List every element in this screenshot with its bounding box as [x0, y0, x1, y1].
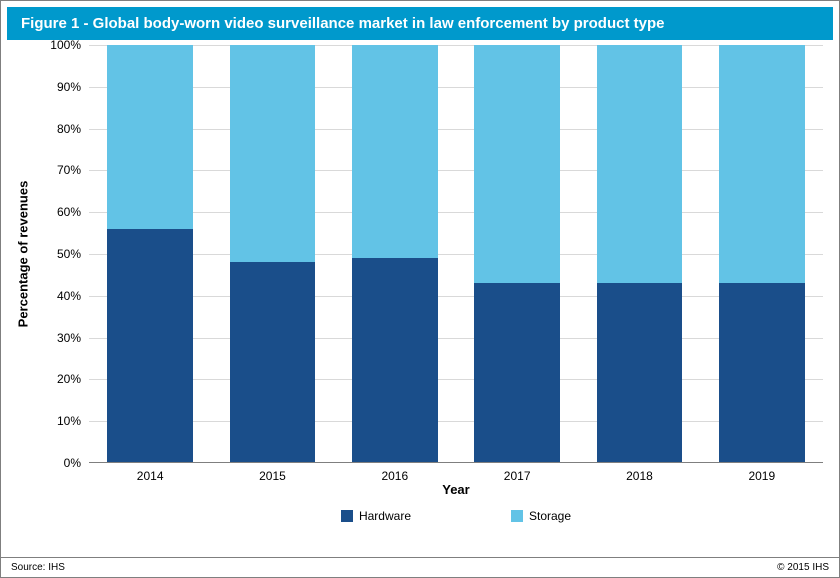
bar-segment-hardware [352, 258, 438, 463]
bar-slot: 2016 [334, 45, 456, 463]
bar-segment-storage [352, 45, 438, 258]
legend-label: Hardware [359, 509, 411, 523]
y-tick-label: 20% [57, 372, 81, 386]
bar-slot: 2018 [578, 45, 700, 463]
bar-segment-hardware [719, 283, 805, 463]
stacked-bar [230, 45, 316, 463]
x-axis-line [89, 462, 823, 463]
x-tick-label: 2019 [748, 469, 775, 483]
bar-segment-storage [107, 45, 193, 229]
legend-label: Storage [529, 509, 571, 523]
y-tick-label: 10% [57, 414, 81, 428]
bars-layer: 201420152016201720182019 [89, 45, 823, 463]
x-tick-label: 2017 [504, 469, 531, 483]
bar-segment-storage [230, 45, 316, 262]
y-tick-label: 100% [50, 38, 81, 52]
y-tick-label: 60% [57, 205, 81, 219]
x-tick-label: 2015 [259, 469, 286, 483]
bar-slot: 2017 [456, 45, 578, 463]
plot-wrap: Percentage of revenues 0% 10% 20% 30% 40% 50%… [7, 45, 833, 553]
bar-slot: 2014 [89, 45, 211, 463]
bar-segment-storage [719, 45, 805, 283]
bar-segment-storage [474, 45, 560, 283]
stacked-bar [352, 45, 438, 463]
plot-area: 201420152016201720182019 [89, 45, 823, 463]
x-axis-label: Year [89, 482, 823, 497]
y-tick-label: 90% [57, 80, 81, 94]
bar-slot: 2015 [211, 45, 333, 463]
legend-swatch [341, 510, 353, 522]
x-tick-label: 2016 [381, 469, 408, 483]
y-tick-label: 80% [57, 122, 81, 136]
stacked-bar [474, 45, 560, 463]
legend-swatch [511, 510, 523, 522]
bar-segment-hardware [474, 283, 560, 463]
x-tick-label: 2014 [137, 469, 164, 483]
y-axis-ticks: 0%10%20%30%40%50%60%70%80%90%100% [39, 45, 87, 463]
y-tick-label: 40% [57, 289, 81, 303]
stacked-bar [597, 45, 683, 463]
y-tick-label: 70% [57, 163, 81, 177]
stacked-bar [107, 45, 193, 463]
legend-item-hardware: Hardware [341, 509, 411, 523]
ylabel-wrap: Percentage of revenues [7, 45, 39, 463]
y-tick-label: 50% [57, 247, 81, 261]
footer: Source: IHS © 2015 IHS [1, 557, 839, 577]
legend: Hardware Storage [89, 509, 823, 525]
bar-segment-storage [597, 45, 683, 283]
x-tick-label: 2018 [626, 469, 653, 483]
chart-title: Figure 1 - Global body-worn video survei… [7, 7, 833, 40]
bar-slot: 2019 [701, 45, 823, 463]
legend-item-storage: Storage [511, 509, 571, 523]
source-text: Source: IHS [11, 562, 65, 573]
copyright-text: © 2015 IHS [777, 562, 829, 573]
y-tick-label: 30% [57, 331, 81, 345]
y-axis-label: Percentage of revenues [16, 181, 31, 328]
stacked-bar [719, 45, 805, 463]
figure-container: Figure 1 - Global body-worn video survei… [0, 0, 840, 578]
bar-segment-hardware [597, 283, 683, 463]
bar-segment-hardware [230, 262, 316, 463]
bar-segment-hardware [107, 229, 193, 463]
y-tick-label: 0% [64, 456, 81, 470]
